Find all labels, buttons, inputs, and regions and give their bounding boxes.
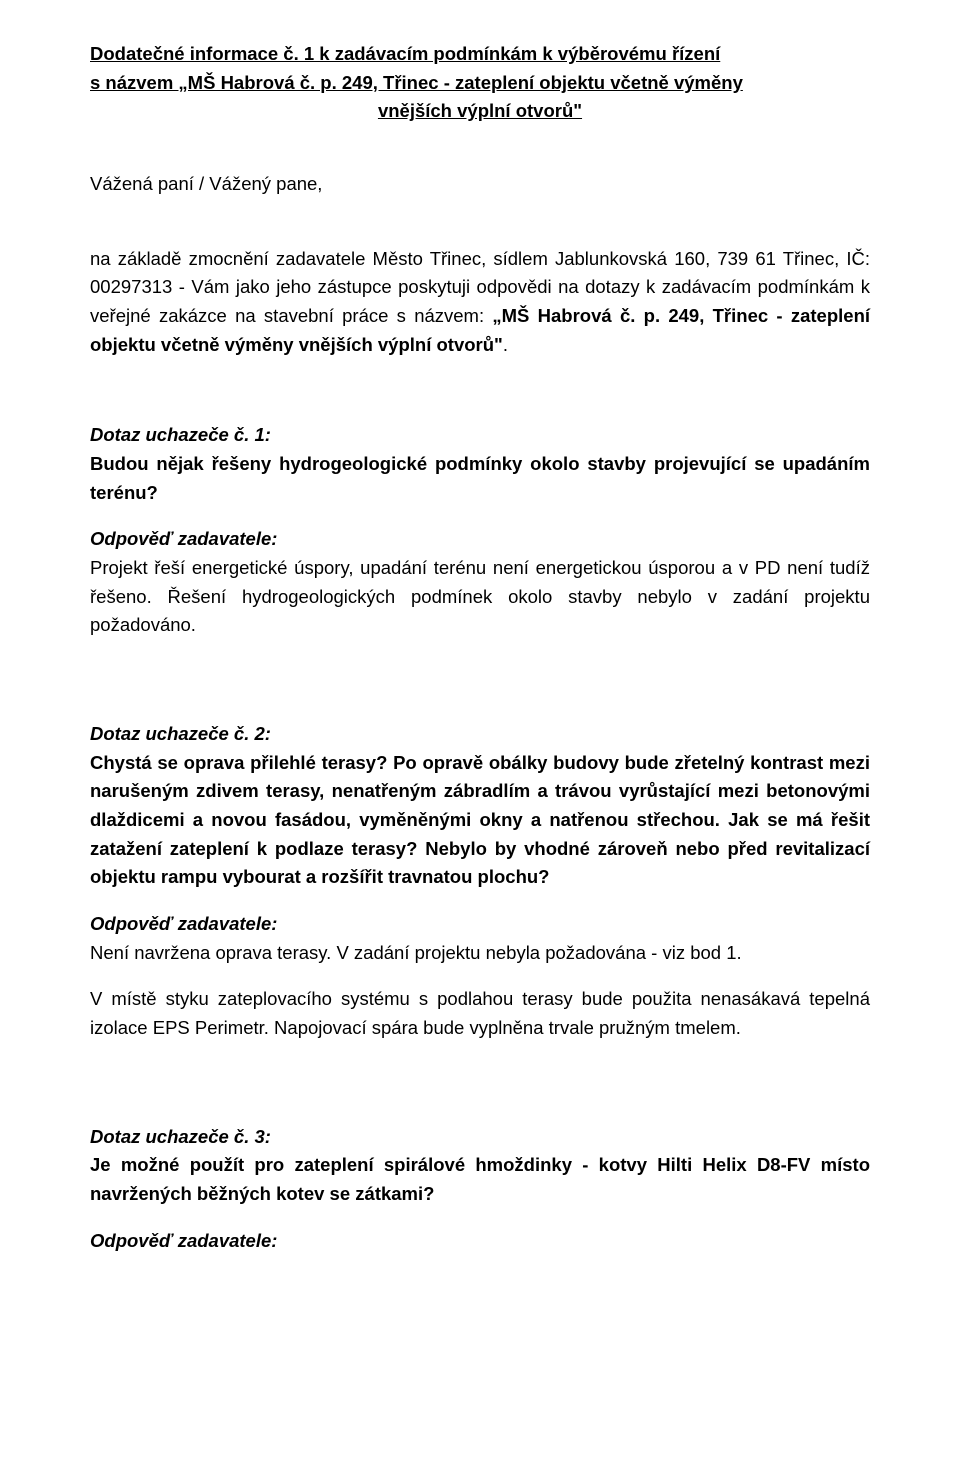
answer-2-label: Odpověď zadavatele: xyxy=(90,913,277,934)
answer-3-label-block: Odpověď zadavatele: xyxy=(90,1227,870,1256)
question-1-text: Budou nějak řešeny hydrogeologické podmí… xyxy=(90,453,870,503)
answer-2-label-block: Odpověď zadavatele: Není navržena oprava… xyxy=(90,910,870,967)
salutation: Vážená paní / Vážený pane, xyxy=(90,170,870,199)
question-3: Dotaz uchazeče č. 3: Je možné použít pro… xyxy=(90,1123,870,1209)
question-3-heading: Dotaz uchazeče č. 3: xyxy=(90,1126,271,1147)
answer-2-text-1: Není navržena oprava terasy. V zadání pr… xyxy=(90,942,742,963)
doc-title-line1: Dodatečné informace č. 1 k zadávacím pod… xyxy=(90,40,870,69)
question-3-text: Je možné použít pro zateplení spirálové … xyxy=(90,1154,870,1204)
question-2: Dotaz uchazeče č. 2: Chystá se oprava př… xyxy=(90,720,870,892)
question-2-heading: Dotaz uchazeče č. 2: xyxy=(90,723,271,744)
question-1: Dotaz uchazeče č. 1: Budou nějak řešeny … xyxy=(90,421,870,507)
doc-title-line3: vnějších výplní otvorů" xyxy=(90,97,870,126)
answer-3-label: Odpověď zadavatele: xyxy=(90,1230,277,1251)
doc-title-line2: s názvem „MŠ Habrová č. p. 249, Třinec -… xyxy=(90,69,870,98)
answer-1-label: Odpověď zadavatele: xyxy=(90,528,277,549)
intro-end: . xyxy=(503,334,508,355)
answer-2-text-2: V místě styku zateplovacího systému s po… xyxy=(90,985,870,1042)
answer-1-text: Projekt řeší energetické úspory, upadání… xyxy=(90,557,870,635)
intro-paragraph: na základě zmocnění zadavatele Město Tři… xyxy=(90,245,870,360)
answer-1-block: Odpověď zadavatele: Projekt řeší energet… xyxy=(90,525,870,640)
question-1-heading: Dotaz uchazeče č. 1: xyxy=(90,424,271,445)
question-2-text: Chystá se oprava přilehlé terasy? Po opr… xyxy=(90,752,870,888)
